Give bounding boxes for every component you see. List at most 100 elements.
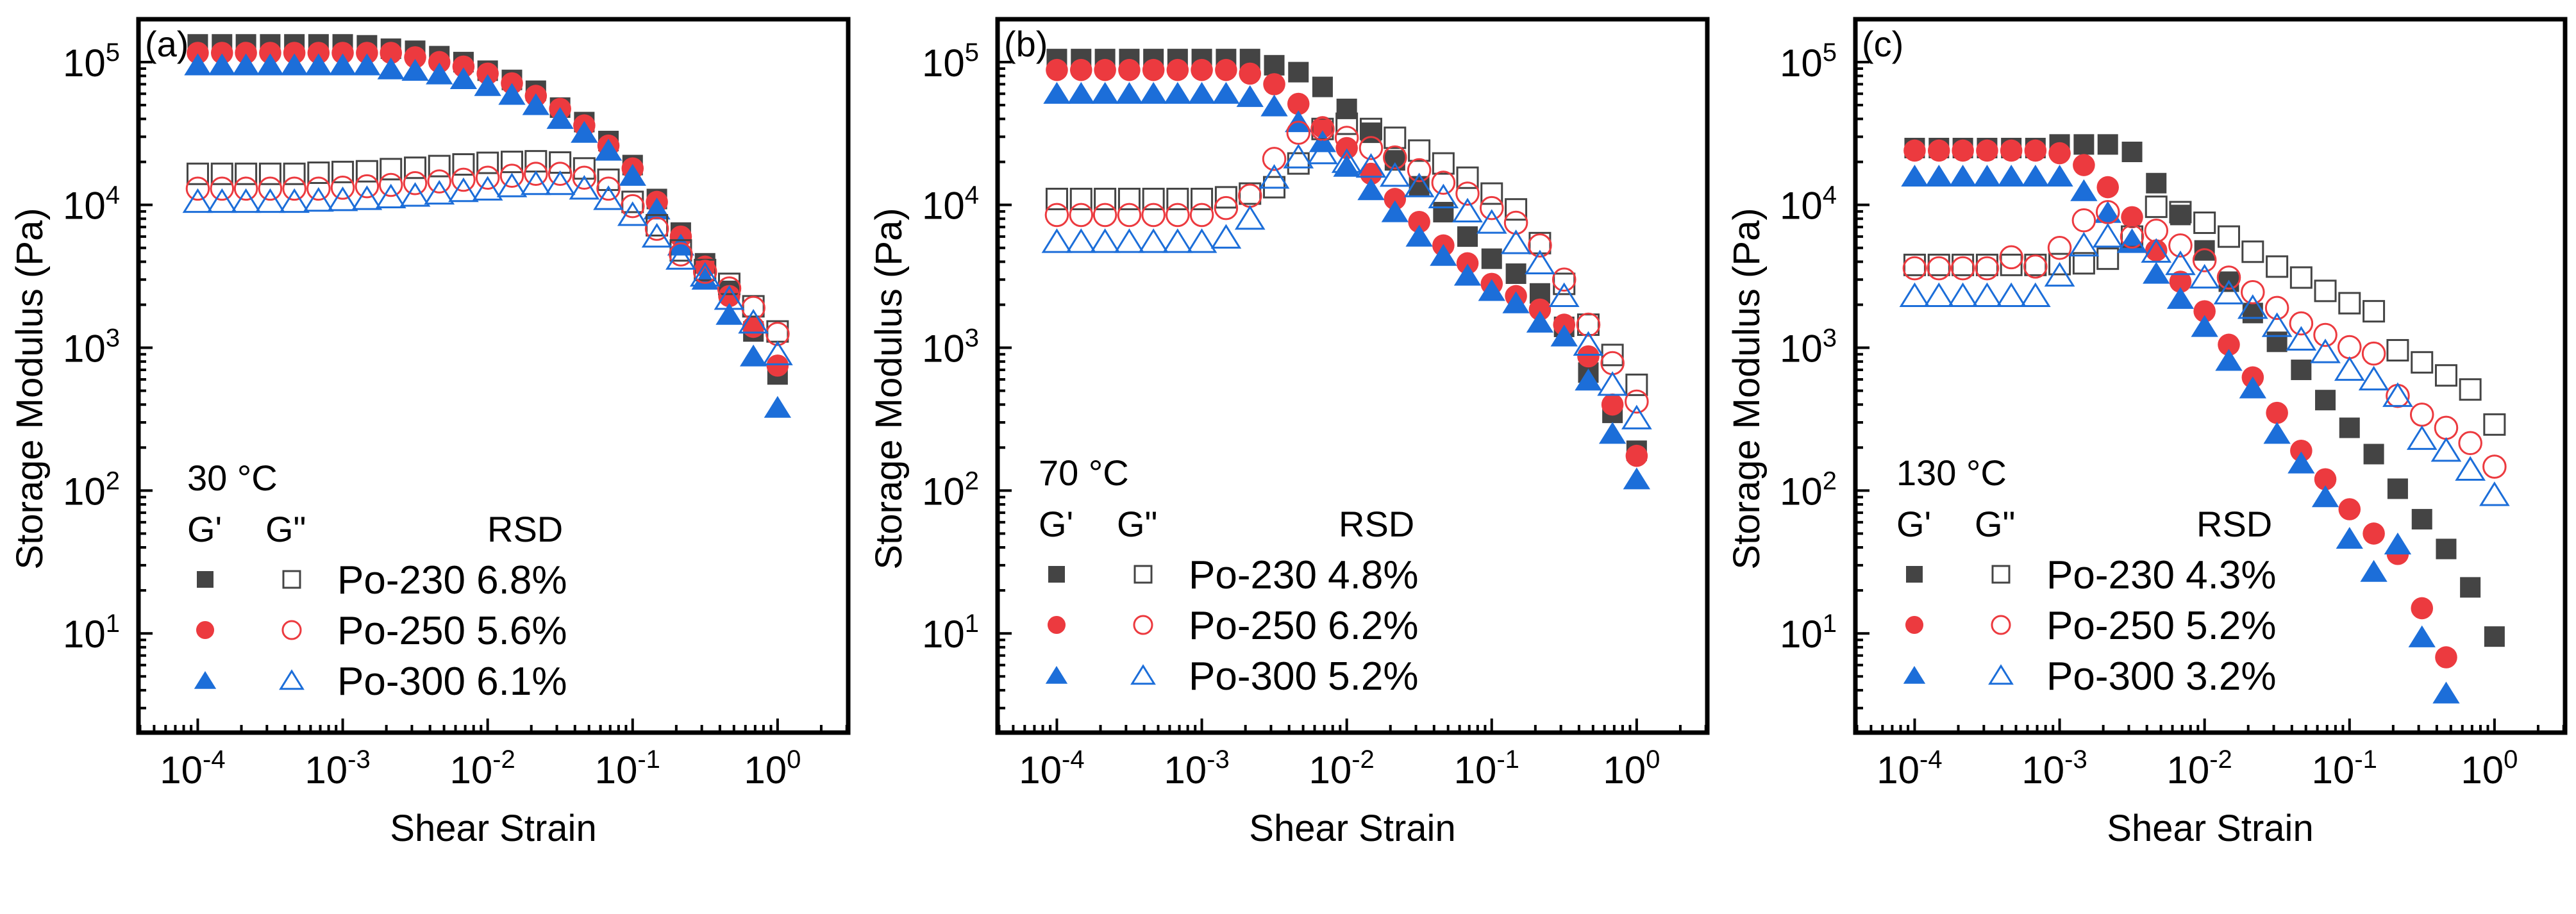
legend-header-gdoubleprime: G": [1117, 504, 1157, 544]
data-point: [258, 162, 281, 185]
data-point: [2047, 235, 2072, 260]
data-point: [1141, 203, 1166, 228]
data-point: [2408, 625, 2436, 647]
series-po-300-storage: [184, 53, 792, 418]
data-point: [1405, 224, 1433, 247]
data-point: [2146, 172, 2167, 194]
data-point: [2409, 403, 2434, 427]
data-point: [1164, 81, 1191, 104]
x-tick-label: 100: [1603, 745, 1660, 792]
data-point: [572, 165, 597, 190]
x-tick-label: 100: [744, 745, 801, 792]
data-point: [2048, 142, 2071, 165]
data-point: [2363, 300, 2386, 323]
data-point: [1239, 62, 1262, 85]
data-point: [329, 53, 356, 76]
data-point: [280, 53, 308, 76]
legend: 70 °C G' G" RSD Po-230 4.8% Po-250 6.2% Po-300…: [1039, 453, 1418, 699]
data-point: [2023, 254, 2048, 279]
legend-marker-filled: [1905, 615, 1924, 635]
data-point: [2021, 165, 2049, 187]
data-point: [1215, 58, 1237, 81]
data-point: [596, 176, 621, 201]
legend-marker-filled: [1906, 566, 1923, 583]
legend-temperature: 130 °C: [1896, 453, 2007, 493]
data-point: [692, 260, 717, 284]
y-tick-label: 101: [63, 610, 120, 656]
data-point: [355, 160, 378, 183]
y-axis-title: Storage Modulus (Pa): [1726, 208, 1768, 569]
x-tick-exponent: 0: [2504, 745, 2518, 774]
x-tick-exponent: ‑4: [203, 745, 226, 774]
series-po-250-loss: [185, 162, 790, 346]
plot-frame: [136, 17, 851, 735]
legend-marker-filled: [1048, 566, 1065, 583]
data-point: [2213, 279, 2245, 304]
data-point: [1625, 373, 1648, 396]
data-point: [1431, 170, 1456, 195]
series-po-300-storage: [1043, 81, 1651, 490]
panel-label: (c): [1862, 24, 1903, 64]
legend-entry: Po-300 6.1%: [337, 660, 567, 704]
data-point: [1189, 203, 1214, 228]
data-point: [2432, 681, 2460, 704]
data-point: [2358, 365, 2389, 391]
legend-header-gdoubleprime: G": [265, 509, 306, 549]
y-tick-exponent: 1: [106, 610, 120, 638]
data-point: [2337, 335, 2362, 360]
legend-marker-open: [1991, 615, 2011, 635]
data-point: [2097, 134, 2118, 155]
data-point: [353, 53, 381, 76]
data-point: [499, 163, 524, 188]
data-point: [665, 245, 696, 270]
data-point: [669, 242, 693, 267]
data-point: [524, 150, 548, 173]
data-point: [2266, 255, 2289, 278]
data-point: [1138, 228, 1169, 253]
legend-marker-filled: [1903, 666, 1926, 684]
data-point: [2455, 456, 2486, 481]
data-point: [1625, 389, 1649, 414]
data-point: [1597, 371, 1628, 396]
data-point: [327, 186, 358, 212]
data-point: [475, 165, 500, 190]
legend-marker-open: [1133, 565, 1153, 584]
data-point: [303, 187, 334, 212]
data-point: [182, 188, 213, 213]
y-tick-exponent: 5: [1823, 38, 1837, 67]
data-point: [764, 395, 792, 418]
y-tick-label: 104: [922, 181, 979, 228]
y-axis-title: Storage Modulus (Pa): [9, 208, 51, 569]
legend-entry: Po-300 3.2%: [2046, 654, 2276, 699]
data-point: [2286, 326, 2317, 351]
data-point: [1188, 81, 1216, 104]
data-point: [2073, 134, 2095, 155]
data-point: [2072, 252, 2095, 275]
data-point: [1528, 233, 1552, 258]
y-tick-label: 102: [63, 467, 120, 513]
data-point: [1526, 310, 1554, 333]
x-axis-title: Shear Strain: [1249, 808, 1455, 849]
data-point: [235, 42, 257, 64]
data-point: [476, 62, 499, 85]
data-point: [1191, 58, 1213, 81]
data-point: [1234, 205, 1266, 230]
legend-marker-filled: [196, 620, 215, 640]
data-point: [2165, 250, 2196, 276]
data-point: [1118, 58, 1141, 81]
data-point: [573, 157, 596, 180]
data-point: [1094, 58, 1116, 81]
data-point: [307, 42, 330, 64]
data-point: [1575, 369, 1602, 391]
x-tick-label: 10‑2: [1309, 745, 1374, 792]
data-point: [1947, 282, 1978, 308]
x-tick-label: 10‑3: [1164, 745, 1229, 792]
data-point: [1212, 81, 1240, 104]
data-point: [2116, 228, 2148, 253]
data-point: [1479, 195, 1504, 220]
y-tick-exponent: 2: [965, 467, 979, 495]
data-point: [1259, 164, 1290, 189]
data-point: [427, 169, 452, 194]
legend-entry: Po-300 5.2%: [1189, 654, 1418, 699]
data-point: [2096, 176, 2120, 199]
